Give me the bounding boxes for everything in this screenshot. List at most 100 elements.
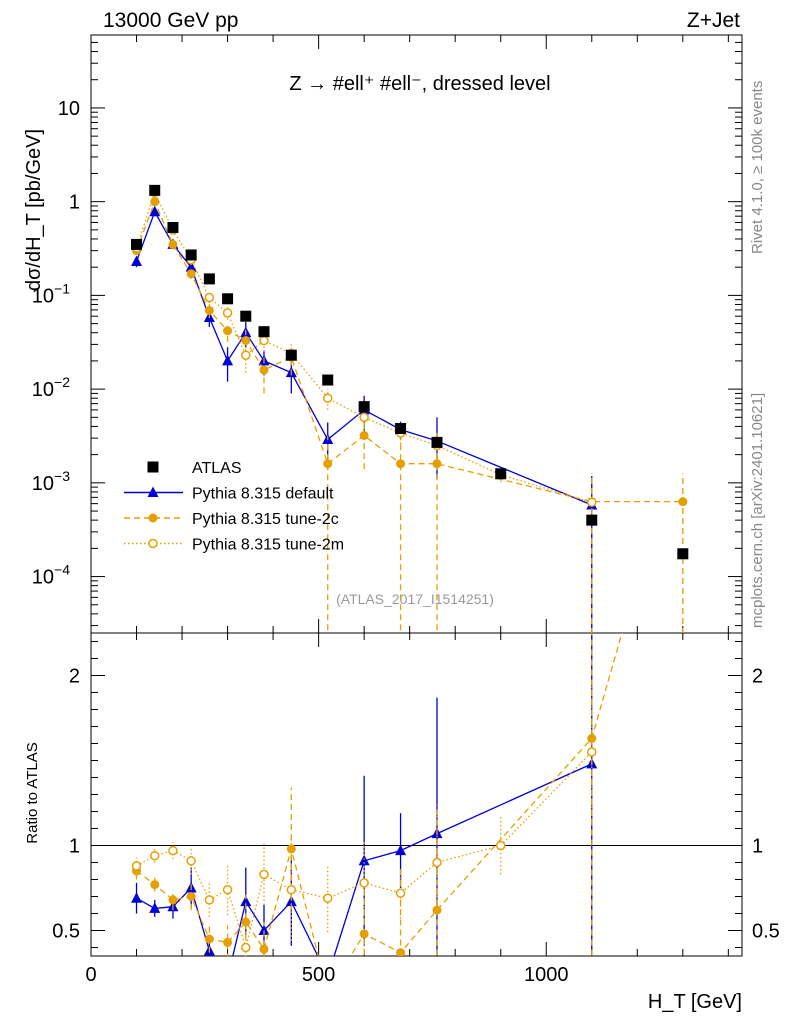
data-point — [222, 293, 234, 305]
data-point — [185, 249, 197, 261]
y-axis-label: dσ/dH_T [pb/GeV] — [23, 129, 45, 291]
ratio-point — [432, 905, 442, 915]
ratio-point — [286, 884, 297, 895]
ratio-point — [186, 892, 196, 901]
ratio-tick-label-right: 0.5 — [752, 921, 780, 943]
y-tick-mantissa: 10 — [32, 567, 54, 589]
data-point — [396, 459, 406, 469]
ratio-series — [131, 416, 687, 998]
ratio-series-2 — [132, 416, 687, 998]
data-point — [678, 497, 688, 507]
ratio-point — [241, 942, 251, 953]
ratio-tick-label-right: 2 — [752, 666, 763, 688]
data-point — [150, 197, 160, 207]
data-point — [285, 349, 297, 361]
y-tick-label: 10−4 — [32, 562, 70, 589]
data-point — [223, 326, 233, 336]
ratio-series-3 — [131, 684, 597, 956]
data-point — [149, 205, 161, 217]
ratio-point — [587, 747, 597, 757]
data-point — [359, 412, 369, 423]
ratio-tick-label: 1 — [69, 836, 80, 858]
y-tick-label: 10−3 — [32, 468, 70, 495]
ratio-point — [678, 416, 687, 425]
legend-item: Pythia 8.315 default — [124, 486, 334, 503]
data-point — [431, 436, 443, 448]
y-tick-label: 1 — [69, 192, 80, 214]
data-point — [323, 459, 333, 469]
ratio-point — [495, 840, 506, 851]
data-point — [241, 336, 251, 346]
ratio-point — [204, 934, 214, 944]
data-point — [432, 459, 442, 469]
header-right: Z+Jet — [687, 9, 740, 32]
legend: ATLAS Pythia 8.315 default Pythia 8.315 tu… — [124, 460, 344, 554]
x-tick-label: 1000 — [524, 964, 569, 986]
data-point — [240, 310, 252, 322]
ratio-point — [359, 929, 369, 939]
data-point — [587, 497, 597, 508]
data-point — [203, 273, 215, 285]
ratio-point — [241, 917, 251, 927]
legend-item: Pythia 8.315 tune-2c — [124, 511, 339, 528]
ratio-point — [168, 895, 178, 905]
data-point — [131, 255, 143, 266]
ratio-point — [587, 733, 597, 743]
data-point — [259, 365, 269, 375]
side-label-top: Rivet 4.1.0, ≥ 100k events — [749, 81, 766, 254]
ratio-tick-label-right: 1 — [752, 836, 763, 858]
ratio-point — [323, 989, 332, 998]
ratio-point — [223, 937, 233, 947]
ratio-point — [396, 948, 406, 956]
ratio-point — [149, 902, 161, 913]
data-point — [258, 326, 270, 338]
legend-marker — [148, 538, 158, 549]
y-tick-mantissa: 10 — [32, 285, 54, 307]
ratio-point — [285, 895, 297, 907]
data-point — [259, 335, 269, 346]
series-0 — [131, 184, 689, 560]
y-tick-label: 10−2 — [32, 374, 70, 401]
legend-marker — [148, 513, 158, 523]
y-tick-exponent: −1 — [54, 280, 70, 296]
data-point — [204, 292, 215, 303]
y-tick-mantissa: 1 — [69, 192, 80, 214]
data-point — [677, 548, 689, 560]
legend-label: ATLAS — [192, 460, 242, 477]
ratio-point — [358, 854, 370, 866]
header-left: 13000 GeV pp — [103, 9, 238, 32]
ratio-point — [259, 944, 269, 954]
chart-title: Z → #ell⁺ #ell⁻, dressed level — [289, 73, 550, 95]
ratio-tick-label: 2 — [69, 666, 80, 688]
main-plot-frame — [90, 34, 743, 634]
ratio-point — [395, 888, 406, 898]
ratio-point — [259, 869, 269, 880]
legend-item: ATLAS — [147, 460, 242, 477]
data-point — [322, 374, 334, 386]
ratio-point — [322, 893, 333, 903]
ratio-point — [258, 924, 270, 935]
legend-label: Pythia 8.315 default — [192, 486, 334, 503]
ratio-tick-label: 0.5 — [52, 921, 80, 943]
ratio-point — [150, 880, 160, 890]
data-point — [358, 401, 370, 413]
ratio-point — [186, 856, 196, 866]
ratio-point — [222, 972, 233, 983]
data-point — [131, 238, 143, 250]
ratio-point — [286, 844, 296, 854]
ratio-point — [395, 844, 407, 856]
data-point — [395, 423, 407, 435]
series-2 — [132, 197, 688, 633]
data-point — [167, 222, 179, 234]
legend-label: Pythia 8.315 tune-2c — [192, 511, 339, 528]
ratio-line — [136, 633, 623, 956]
ratio-point — [168, 845, 178, 856]
ratio-point — [131, 892, 143, 903]
ratio-point — [432, 857, 442, 868]
data-point — [185, 261, 197, 272]
ratio-point — [240, 895, 252, 907]
data-point — [204, 305, 214, 315]
data-point — [222, 354, 234, 366]
